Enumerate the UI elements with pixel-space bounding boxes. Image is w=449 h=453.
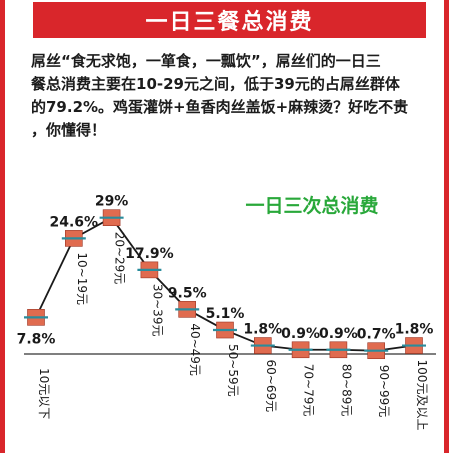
- chart-title: 一日三次总消费: [245, 194, 378, 217]
- category-label: 20~29元: [113, 232, 127, 285]
- data-label: 0.7%: [357, 327, 396, 343]
- intro-line: 餐总消费主要在10-29元之间，低于39元的占屌丝群体: [31, 75, 400, 93]
- category-label: 10~19元: [75, 252, 89, 305]
- data-label: 29%: [95, 194, 129, 210]
- category-label: 40~49元: [188, 323, 202, 376]
- intro-paragraph: 屌丝“食无求饱，一箪食，一瓢饮”，屌丝们的一日三 餐总消费主要在10-29元之间…: [31, 50, 429, 142]
- intro-line: ，你懂得！: [31, 121, 107, 139]
- category-label: 50~59元: [226, 344, 240, 397]
- data-label: 0.9%: [319, 326, 358, 342]
- data-label: 0.9%: [281, 326, 320, 342]
- category-label: 80~89元: [339, 364, 353, 417]
- page-title: 一日三餐总消费: [33, 2, 426, 38]
- data-label: 7.8%: [17, 331, 56, 347]
- category-label: 10元以下: [37, 368, 51, 419]
- intro-line: 的79.2%。鸡蛋灌饼+鱼香肉丝盖饭+麻辣烫？好吃不贵: [31, 98, 409, 116]
- intro-line: 屌丝“食无求饱，一箪食，一瓢饮”，屌丝们的一日三: [31, 52, 381, 70]
- data-label: 1.8%: [395, 322, 434, 338]
- category-label: 90~99元: [377, 365, 391, 418]
- data-label: 1.8%: [243, 322, 282, 338]
- category-label: 30~39元: [150, 284, 164, 337]
- category-label: 60~69元: [264, 360, 278, 413]
- data-label: 5.1%: [206, 306, 245, 322]
- category-label: 70~79元: [302, 364, 316, 417]
- data-label: 24.6%: [50, 214, 99, 230]
- category-label: 100元及以上: [415, 360, 429, 431]
- data-label: 9.5%: [168, 285, 207, 301]
- data-label: 17.9%: [125, 246, 174, 262]
